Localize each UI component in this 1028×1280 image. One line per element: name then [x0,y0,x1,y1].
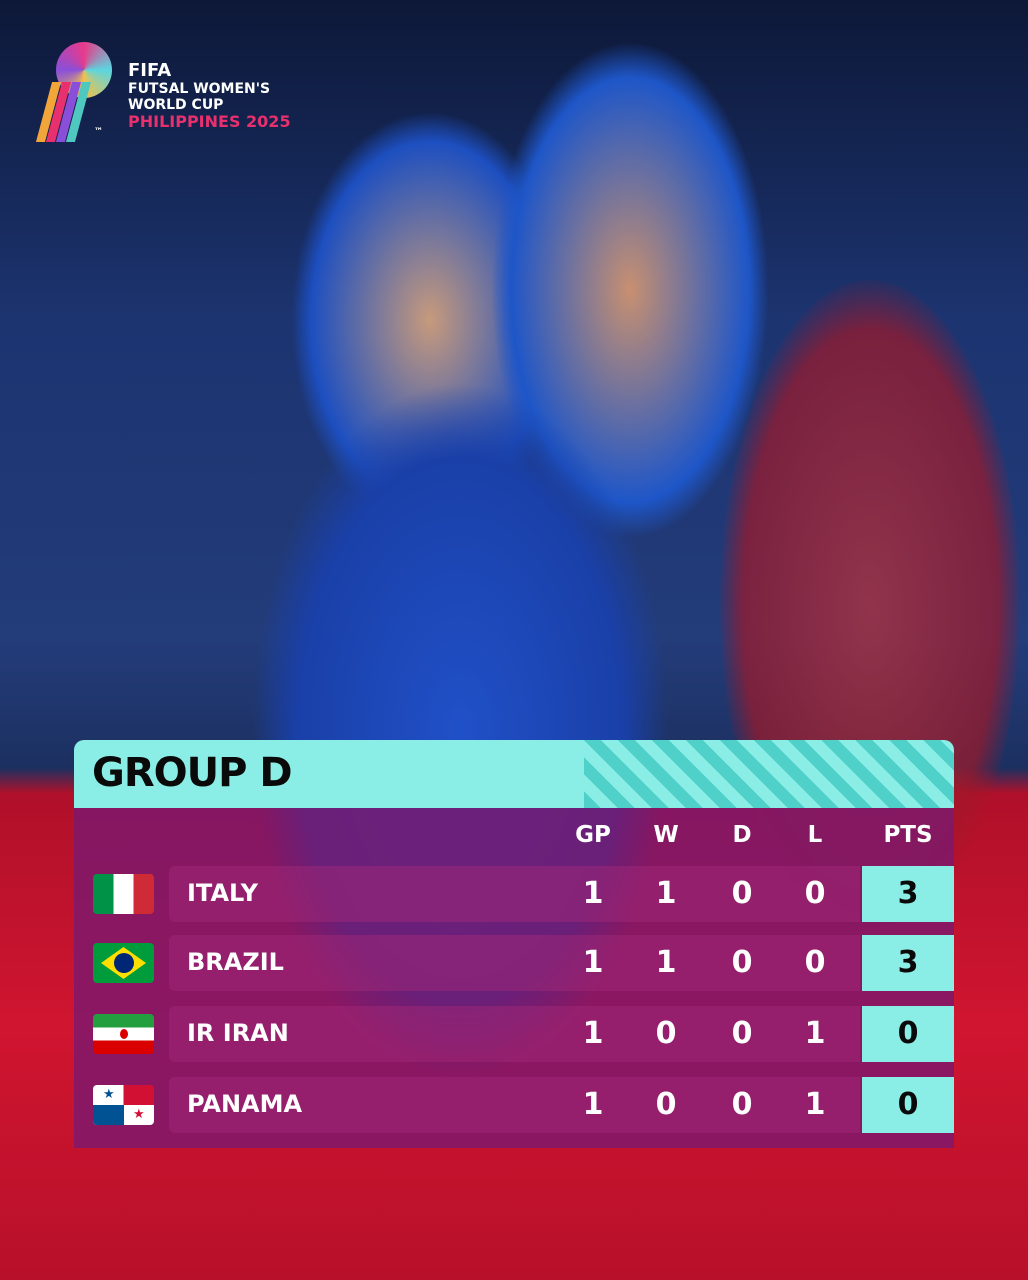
col-d: D [732,822,752,848]
table-body: GP W D L PTS ITALY 1 1 0 0 3 BRAZIL 1 1 … [74,808,954,1148]
gp: 1 [582,1016,604,1051]
logo-host: PHILIPPINES 2025 [128,112,291,131]
italy-flag-icon [93,874,154,914]
w: 0 [655,1087,677,1122]
logo-line: FUTSAL WOMEN'S [128,81,271,97]
d: 0 [731,945,753,980]
table-row: ITALY 1 1 0 0 3 [74,866,954,922]
table-row: IR IRAN 1 0 0 1 0 [74,1006,954,1062]
team-name: ITALY [187,879,258,907]
trademark: ™ [94,127,103,137]
points: 3 [862,935,954,991]
points: 0 [862,1077,954,1133]
points: 0 [862,1006,954,1062]
brazil-flag-icon [93,943,154,983]
logo-fifa: FIFA [128,60,172,81]
d: 0 [731,1016,753,1051]
standings-table: GROUP D GP W D L PTS ITALY 1 1 0 0 3 BRA… [74,740,954,1148]
d: 0 [731,876,753,911]
w: 1 [655,876,677,911]
col-w: W [653,822,679,848]
table-row: BRAZIL 1 1 0 0 3 [74,935,954,991]
l: 1 [804,1087,826,1122]
iran-flag-icon [93,1014,154,1054]
logo-line: WORLD CUP [128,97,224,113]
gp: 1 [582,876,604,911]
d: 0 [731,1087,753,1122]
l: 0 [804,945,826,980]
points: 3 [862,866,954,922]
col-pts: PTS [883,822,933,848]
team-name: PANAMA [187,1090,303,1118]
col-l: L [807,822,823,848]
col-gp: GP [575,822,611,848]
panama-flag-icon: ★ ★ [93,1085,154,1125]
gp: 1 [582,1087,604,1122]
tournament-logo: FIFA FUTSAL WOMEN'S WORLD CUP PHILIPPINE… [35,42,318,147]
gp: 1 [582,945,604,980]
l: 0 [804,876,826,911]
l: 1 [804,1016,826,1051]
team-name: BRAZIL [187,948,284,976]
w: 0 [655,1016,677,1051]
decorative-pattern [584,740,954,808]
w: 1 [655,945,677,980]
table-row: ★ ★ PANAMA 1 0 0 1 0 [74,1077,954,1133]
group-title: GROUP D [92,750,293,796]
team-name: IR IRAN [187,1019,289,1047]
table-header: GROUP D [74,740,954,808]
